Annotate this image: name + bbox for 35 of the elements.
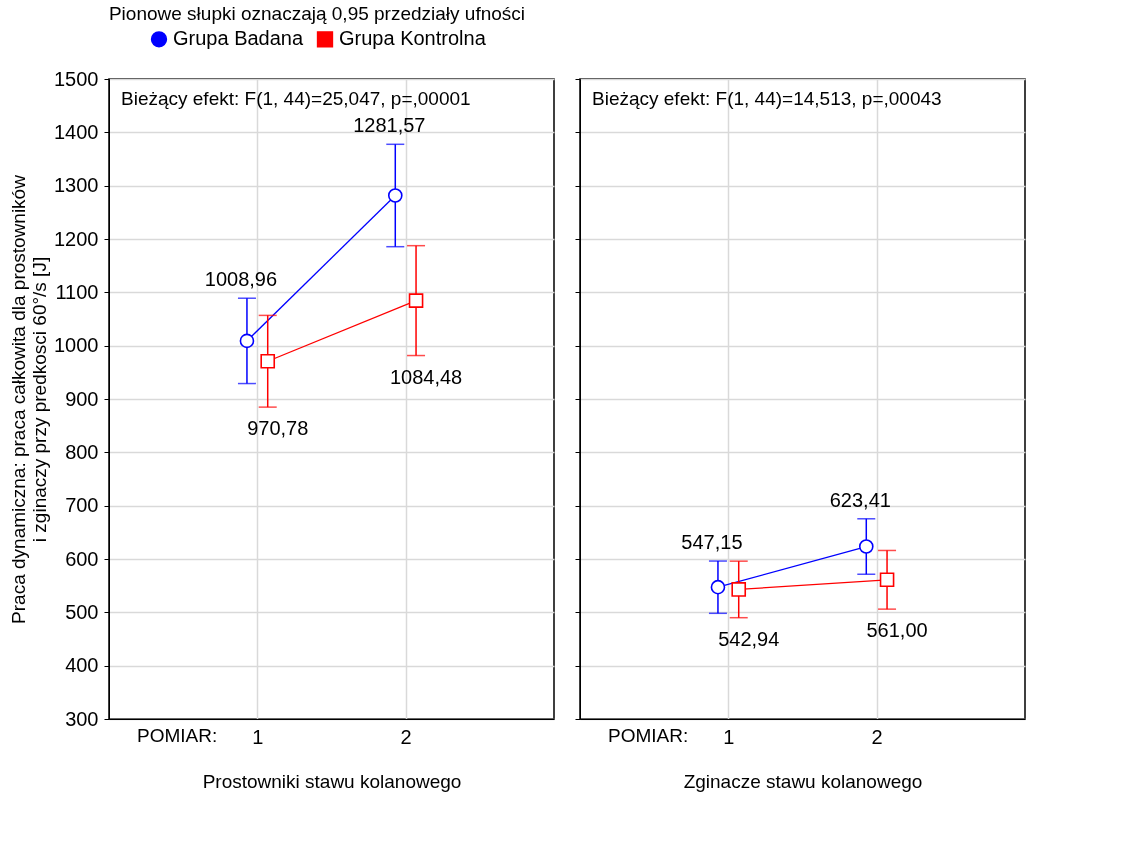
y-tick-label: 400 bbox=[65, 654, 99, 677]
text: POMIAR: bbox=[608, 725, 689, 746]
data-label: 1008,96 bbox=[204, 268, 278, 291]
legend-title: Pionowe słupki oznaczają 0,95 przedziały ufności bbox=[108, 3, 526, 24]
y-tick-label: 900 bbox=[65, 387, 99, 410]
data-label: 970,78 bbox=[247, 417, 309, 440]
data-label: 623,41 bbox=[829, 488, 891, 511]
y-tick-label: 500 bbox=[65, 600, 99, 623]
y-tick-label: 1300 bbox=[54, 174, 99, 197]
y-tick-label: 600 bbox=[65, 547, 99, 570]
y-tick-label: 1400 bbox=[54, 120, 99, 143]
y-tick-label: 800 bbox=[65, 440, 99, 463]
data-label: 1281,57 bbox=[353, 114, 426, 137]
data-label: 542,94 bbox=[718, 627, 780, 650]
x-tick-label: 2 bbox=[400, 725, 412, 748]
legend-label: Grupa Badana bbox=[173, 27, 304, 50]
x-tick-label: 2 bbox=[871, 725, 883, 748]
data-label: 1084,48 bbox=[389, 365, 463, 388]
legend-label: Grupa Kontrolna bbox=[339, 27, 487, 50]
x-axis-title: Prostowniki stawu kolanowego bbox=[202, 770, 462, 792]
y-tick-label: 1000 bbox=[54, 334, 99, 357]
y-tick-label: 1500 bbox=[54, 67, 99, 90]
y-axis-title: Praca dynamiczna: praca całkowita dla prostowników i zginaczy przy predkosci 60°/s [J] bbox=[8, 174, 51, 624]
x-tick-label: 1 bbox=[723, 725, 735, 748]
data-label: 547,15 bbox=[681, 531, 743, 554]
text: POMIAR: bbox=[137, 725, 218, 746]
y-tick-label: 300 bbox=[65, 707, 99, 730]
annotation: Bieżący efekt: F(1, 44)=25,047, p=,00001 bbox=[121, 88, 471, 109]
annotation: Bieżący efekt: F(1, 44)=14,513, p=,00043 bbox=[592, 88, 942, 109]
y-tick-label: 1100 bbox=[55, 280, 99, 303]
x-axis-title: Zginacze stawu kolanowego bbox=[683, 770, 923, 792]
data-label: 561,00 bbox=[866, 619, 928, 642]
y-tick-label: 1200 bbox=[54, 227, 99, 250]
x-tick-label: 1 bbox=[252, 725, 264, 748]
y-tick-label: 700 bbox=[65, 494, 99, 517]
